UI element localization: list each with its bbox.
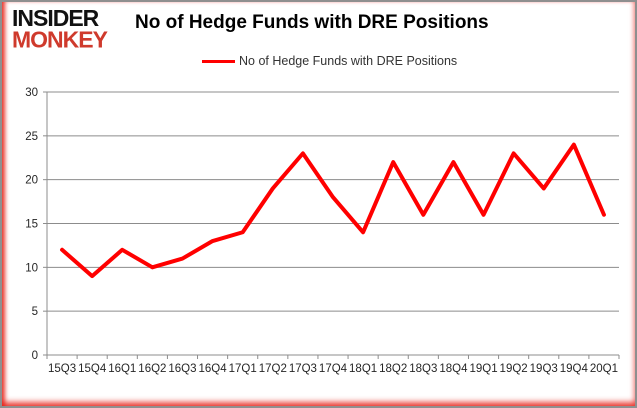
x-tick-label: 16Q3 bbox=[168, 363, 196, 375]
legend: No of Hedge Funds with DRE Positions bbox=[202, 54, 457, 68]
y-tick-label: 0 bbox=[32, 350, 38, 362]
legend-label: No of Hedge Funds with DRE Positions bbox=[239, 54, 458, 68]
x-tick-label: 19Q1 bbox=[469, 363, 497, 375]
x-tick-label: 15Q4 bbox=[78, 363, 107, 375]
chart-title: No of Hedge Funds with DRE Positions bbox=[135, 12, 489, 33]
x-tick-label: 19Q2 bbox=[500, 363, 528, 375]
x-tick-label: 16Q4 bbox=[199, 363, 228, 375]
x-tick-label: 19Q4 bbox=[560, 363, 589, 375]
y-tick-label: 15 bbox=[25, 219, 38, 231]
series-line bbox=[60, 142, 606, 279]
x-tick-label: 18Q2 bbox=[379, 363, 407, 375]
insider-monkey-logo: INSIDER MONKEY bbox=[12, 4, 108, 53]
x-tick-label: 18Q4 bbox=[439, 363, 468, 375]
x-tick-label: 18Q1 bbox=[349, 363, 377, 375]
logo-insider-text: INSIDER bbox=[12, 4, 99, 32]
y-tick-label: 20 bbox=[25, 175, 38, 187]
x-tick-label: 17Q1 bbox=[229, 363, 257, 375]
y-tick-label: 30 bbox=[25, 87, 38, 99]
x-tick-label: 16Q2 bbox=[138, 363, 166, 375]
legend-line-swatch bbox=[202, 59, 235, 63]
x-tick-label: 19Q3 bbox=[530, 363, 558, 375]
x-tick-label: 18Q3 bbox=[409, 363, 437, 375]
x-tick-label: 16Q1 bbox=[108, 363, 136, 375]
y-tick-label: 5 bbox=[32, 306, 38, 318]
y-tick-label: 25 bbox=[25, 131, 38, 143]
x-tick-label: 20Q1 bbox=[590, 363, 618, 375]
x-tick-label: 17Q4 bbox=[319, 363, 348, 375]
x-tick-label: 15Q3 bbox=[48, 363, 76, 375]
x-tick-label: 17Q3 bbox=[289, 363, 317, 375]
y-tick-label: 10 bbox=[25, 262, 38, 274]
x-tick-label: 17Q2 bbox=[259, 363, 287, 375]
logo-monkey-text: MONKEY bbox=[12, 25, 108, 53]
